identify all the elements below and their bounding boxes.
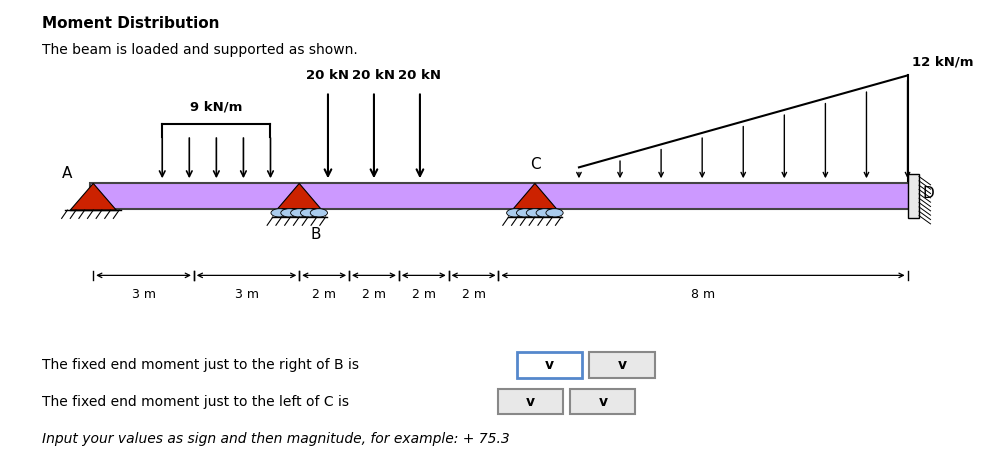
Circle shape — [310, 209, 327, 217]
Bar — [498, 389, 563, 415]
Text: D: D — [923, 186, 935, 201]
Text: Input your values as sign and then magnitude, for example: + 75.3: Input your values as sign and then magni… — [42, 432, 510, 446]
Polygon shape — [514, 183, 556, 209]
Circle shape — [281, 209, 298, 217]
Text: 20 kN: 20 kN — [353, 69, 395, 82]
Text: 2 m: 2 m — [312, 288, 336, 301]
Circle shape — [527, 209, 543, 217]
Text: Moment Distribution: Moment Distribution — [42, 15, 220, 31]
Text: 12 kN/m: 12 kN/m — [912, 56, 974, 68]
Text: v: v — [618, 358, 626, 372]
Text: 3 m: 3 m — [234, 288, 259, 301]
Text: v: v — [526, 395, 535, 409]
Text: 8 m: 8 m — [691, 288, 715, 301]
Text: The beam is loaded and supported as shown.: The beam is loaded and supported as show… — [42, 43, 359, 57]
Text: The fixed end moment just to the right of B is: The fixed end moment just to the right o… — [42, 358, 360, 372]
Bar — [908, 174, 919, 218]
Polygon shape — [278, 183, 321, 209]
Text: v: v — [544, 358, 553, 372]
Text: 3 m: 3 m — [131, 288, 155, 301]
Circle shape — [546, 209, 563, 217]
Polygon shape — [70, 183, 117, 210]
Text: 20 kN: 20 kN — [306, 69, 350, 82]
Circle shape — [271, 209, 288, 217]
Text: The fixed end moment just to the left of C is: The fixed end moment just to the left of… — [42, 395, 350, 409]
Bar — [517, 352, 582, 378]
Circle shape — [300, 209, 318, 217]
Text: C: C — [531, 157, 540, 172]
Circle shape — [507, 209, 524, 217]
Text: A: A — [62, 166, 72, 181]
Circle shape — [517, 209, 534, 217]
Circle shape — [290, 209, 308, 217]
Bar — [590, 352, 655, 378]
Text: 2 m: 2 m — [461, 288, 485, 301]
Text: 2 m: 2 m — [412, 288, 436, 301]
Bar — [570, 389, 635, 415]
Text: 9 kN/m: 9 kN/m — [190, 101, 242, 114]
Text: B: B — [310, 227, 321, 242]
Text: 2 m: 2 m — [362, 288, 386, 301]
Circle shape — [536, 209, 553, 217]
Text: v: v — [599, 395, 608, 409]
Text: 20 kN: 20 kN — [398, 69, 442, 82]
Bar — [90, 183, 910, 209]
